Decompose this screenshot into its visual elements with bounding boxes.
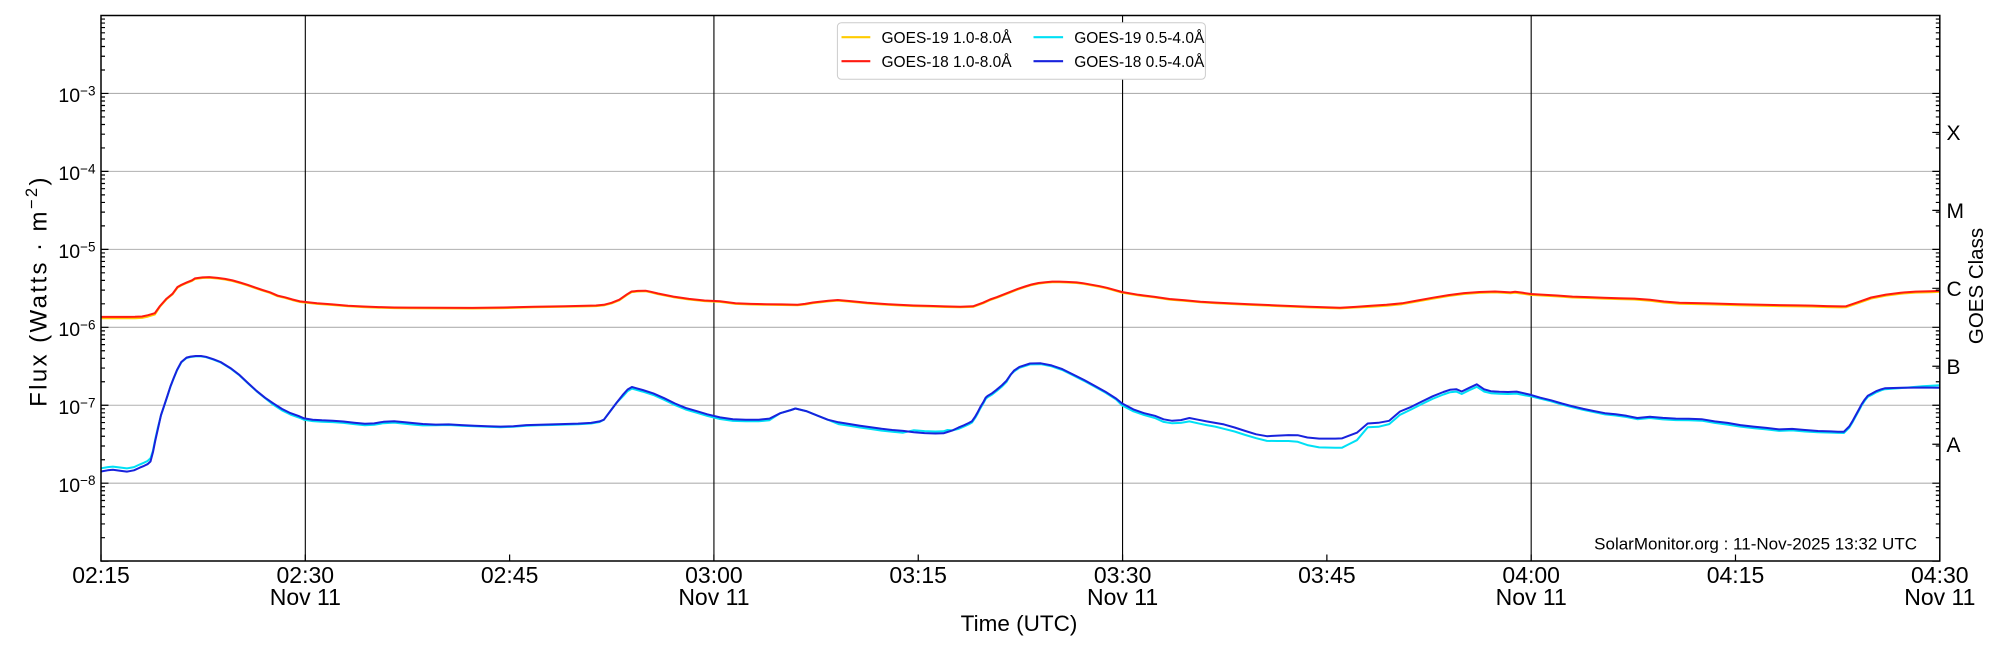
svg-text:Nov 11: Nov 11	[270, 584, 341, 610]
svg-text:Nov 11: Nov 11	[678, 584, 749, 610]
svg-text:X: X	[1947, 122, 1961, 145]
svg-text:Nov 11: Nov 11	[1904, 584, 1975, 610]
svg-text:03:15: 03:15	[889, 562, 947, 588]
svg-text:GOES Class: GOES Class	[1965, 228, 1988, 344]
svg-text:03:00: 03:00	[685, 562, 743, 588]
svg-text:GOES-19 1.0-8.0Å: GOES-19 1.0-8.0Å	[882, 30, 1013, 47]
svg-text:02:30: 02:30	[277, 562, 335, 588]
svg-text:GOES-19 0.5-4.0Å: GOES-19 0.5-4.0Å	[1074, 30, 1205, 47]
svg-text:04:00: 04:00	[1502, 562, 1560, 588]
svg-text:Nov 11: Nov 11	[1496, 584, 1567, 610]
svg-text:M: M	[1947, 200, 1965, 223]
svg-text:C: C	[1947, 278, 1962, 301]
svg-text:04:30: 04:30	[1911, 562, 1969, 588]
svg-text:GOES-18 0.5-4.0Å: GOES-18 0.5-4.0Å	[1074, 54, 1205, 71]
svg-text:03:30: 03:30	[1094, 562, 1152, 588]
svg-text:GOES-18 1.0-8.0Å: GOES-18 1.0-8.0Å	[882, 54, 1013, 71]
svg-text:SolarMonitor.org : 11-Nov-2025: SolarMonitor.org : 11-Nov-2025 13:32 UTC	[1594, 535, 1917, 554]
svg-text:04:15: 04:15	[1707, 562, 1765, 588]
svg-text:10−6: 10−6	[58, 317, 95, 341]
svg-text:02:45: 02:45	[481, 562, 539, 588]
svg-text:B: B	[1947, 356, 1961, 379]
svg-text:10−4: 10−4	[58, 161, 96, 185]
svg-text:10−5: 10−5	[58, 239, 95, 263]
svg-text:03:45: 03:45	[1298, 562, 1356, 588]
svg-text:Time (UTC): Time (UTC)	[961, 611, 1078, 636]
svg-text:10−3: 10−3	[58, 83, 95, 107]
svg-text:10−7: 10−7	[58, 395, 95, 419]
svg-text:02:15: 02:15	[72, 562, 130, 588]
svg-text:Nov 11: Nov 11	[1087, 584, 1158, 610]
svg-text:Flux (Watts · m−2): Flux (Watts · m−2)	[23, 175, 53, 407]
svg-text:A: A	[1947, 434, 1961, 457]
svg-text:10−8: 10−8	[58, 473, 95, 497]
